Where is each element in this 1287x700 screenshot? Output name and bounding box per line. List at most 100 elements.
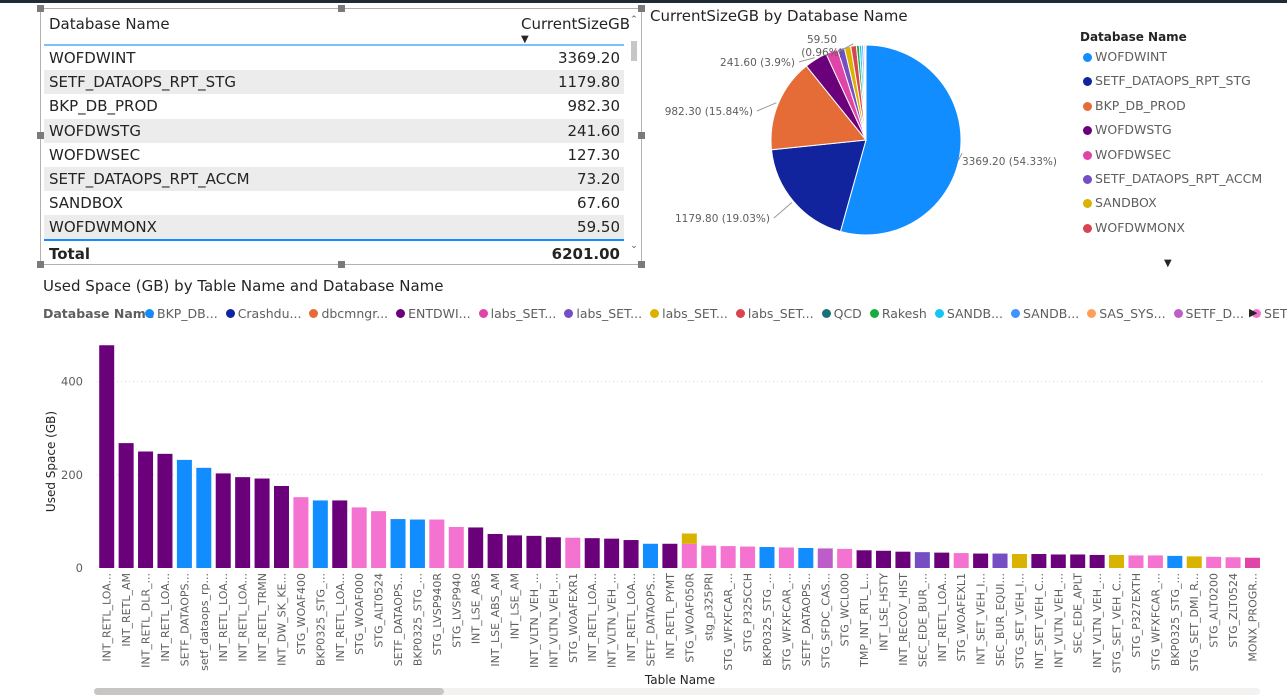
bar[interactable] <box>351 507 367 568</box>
resize-handle-bottom-right[interactable] <box>638 261 645 268</box>
bar[interactable] <box>312 500 328 568</box>
bar[interactable] <box>1167 555 1183 568</box>
bar[interactable] <box>1206 556 1222 568</box>
resize-handle-top[interactable] <box>338 5 345 12</box>
bar-legend-item[interactable]: SANDB... <box>1011 306 1079 321</box>
bar[interactable] <box>215 473 231 568</box>
bar[interactable] <box>623 540 639 568</box>
pie-slice[interactable] <box>770 65 867 151</box>
bar[interactable] <box>390 519 406 568</box>
bar[interactable] <box>740 546 756 568</box>
bar-segment[interactable] <box>681 533 697 544</box>
bar-legend-item[interactable]: SANDB... <box>934 306 1003 321</box>
bar[interactable] <box>1011 554 1027 568</box>
bar-legend-item[interactable]: SAS_SYS... <box>1087 306 1166 321</box>
table-row[interactable]: WOFDWSTG 241.60 <box>44 118 624 143</box>
pie-legend-item[interactable]: WOFDWSTG <box>1080 122 1280 146</box>
bar[interactable] <box>584 538 600 568</box>
bar-legend-item[interactable]: SETF_D... <box>1252 306 1287 321</box>
table-row[interactable]: SETF_DATAOPS_RPT_STG 1179.80 <box>44 70 624 95</box>
bar-legend-item[interactable]: Crashdu... <box>225 306 301 321</box>
legend-next-icon[interactable]: ▶ <box>1249 306 1258 319</box>
bar-legend-item[interactable]: labs_SET... <box>735 306 814 321</box>
bar[interactable] <box>1109 554 1125 568</box>
bar[interactable] <box>1089 554 1105 568</box>
bar[interactable] <box>99 345 115 568</box>
bar-legend-item[interactable]: ENTDWI... <box>396 306 471 321</box>
bar[interactable] <box>448 526 464 568</box>
bar[interactable] <box>876 550 892 568</box>
column-header-database-name[interactable]: Database Name <box>49 15 170 33</box>
bar[interactable] <box>856 550 872 568</box>
bar[interactable] <box>526 535 542 568</box>
column-header-current-size[interactable]: CurrentSizeGB <box>521 15 631 33</box>
bar-legend-item[interactable]: labs_SET... <box>650 306 728 321</box>
bar[interactable] <box>273 485 289 568</box>
bar[interactable] <box>934 552 950 568</box>
bar[interactable] <box>759 547 775 568</box>
bar[interactable] <box>332 500 348 568</box>
table-vertical-scrollbar[interactable]: ⌃ ⌄ <box>629 15 639 255</box>
bar[interactable] <box>778 547 794 568</box>
chart-horizontal-scrollbar[interactable] <box>94 688 1260 695</box>
pie-legend-item[interactable]: SETF_DATAOPS_RPT_STG <box>1080 73 1280 97</box>
bar-legend-item[interactable]: QCD <box>821 306 862 321</box>
bar-legend-item[interactable]: SETF_D... <box>1173 306 1244 321</box>
bar[interactable] <box>701 545 717 568</box>
bar[interactable] <box>157 453 173 568</box>
bar[interactable] <box>817 548 833 568</box>
pie-chart[interactable]: 3369.20 (54.33%) 1179.80 (19.03%) 982.30 (… <box>650 28 1080 258</box>
table-row[interactable]: WOFDWMONX 59.50 <box>44 215 624 240</box>
pie-legend-item[interactable]: SANDBOX <box>1080 195 1280 219</box>
bar[interactable] <box>293 497 309 568</box>
bar[interactable] <box>642 543 658 568</box>
bar[interactable] <box>1186 556 1202 568</box>
bar[interactable] <box>1070 554 1086 568</box>
bar[interactable] <box>681 543 697 568</box>
bar[interactable] <box>798 547 814 568</box>
resize-handle-bottom[interactable] <box>338 261 345 268</box>
pie-legend-item[interactable]: BKP_DB_PROD <box>1080 98 1280 122</box>
resize-handle-top-left[interactable] <box>37 5 44 12</box>
resize-handle-top-right[interactable] <box>638 5 645 12</box>
sort-descending-icon[interactable]: ▼ <box>521 34 529 45</box>
pie-legend-item[interactable]: SETF_DATAOPS_RPT_ACCM <box>1080 171 1280 195</box>
table-row[interactable]: BKP_DB_PROD 982.30 <box>44 94 624 118</box>
bar[interactable] <box>196 467 212 568</box>
bar-legend-item[interactable]: labs_SET... <box>564 306 642 321</box>
bar[interactable] <box>118 443 134 568</box>
bar[interactable] <box>254 478 270 568</box>
pie-slice[interactable] <box>770 139 867 233</box>
bar[interactable] <box>1031 554 1047 568</box>
bar-chart[interactable]: 0 200 400 Used Space (GB) Table Name INT_RETL… <box>0 330 1287 688</box>
bar[interactable] <box>720 546 736 568</box>
bar[interactable] <box>1050 554 1066 568</box>
scroll-up-icon[interactable]: ⌃ <box>630 15 638 25</box>
bar[interactable] <box>895 551 911 568</box>
bar-legend-item[interactable]: Rakesh <box>869 306 927 321</box>
bar[interactable] <box>468 527 484 568</box>
bar[interactable] <box>953 553 969 568</box>
bar[interactable] <box>487 533 503 568</box>
bar[interactable] <box>507 535 523 568</box>
bar[interactable] <box>565 537 581 568</box>
table-row[interactable]: SETF_DATAOPS_RPT_ACCM 73.20 <box>44 166 624 192</box>
table-row[interactable]: WOFDWINT 3369.20 <box>44 46 624 70</box>
bar[interactable] <box>973 553 989 568</box>
bar[interactable] <box>662 543 678 568</box>
resize-handle-right[interactable] <box>638 132 645 139</box>
bar[interactable] <box>914 552 930 568</box>
pie-slice[interactable] <box>839 44 962 236</box>
scrollbar-thumb[interactable] <box>94 688 444 695</box>
bar[interactable] <box>837 548 853 568</box>
pie-legend-item[interactable]: WOFDWMONX <box>1080 220 1280 244</box>
bar-legend-item[interactable]: labs_SET... <box>478 306 556 321</box>
legend-scroll-down-icon[interactable]: ▼ <box>1164 258 1172 269</box>
bar[interactable] <box>992 553 1008 568</box>
bar[interactable] <box>235 477 251 568</box>
bar[interactable] <box>409 519 425 568</box>
bar[interactable] <box>1128 555 1144 568</box>
bar[interactable] <box>1147 555 1163 568</box>
bar[interactable] <box>1225 557 1241 568</box>
pie-legend-item[interactable]: WOFDWSEC <box>1080 147 1280 171</box>
